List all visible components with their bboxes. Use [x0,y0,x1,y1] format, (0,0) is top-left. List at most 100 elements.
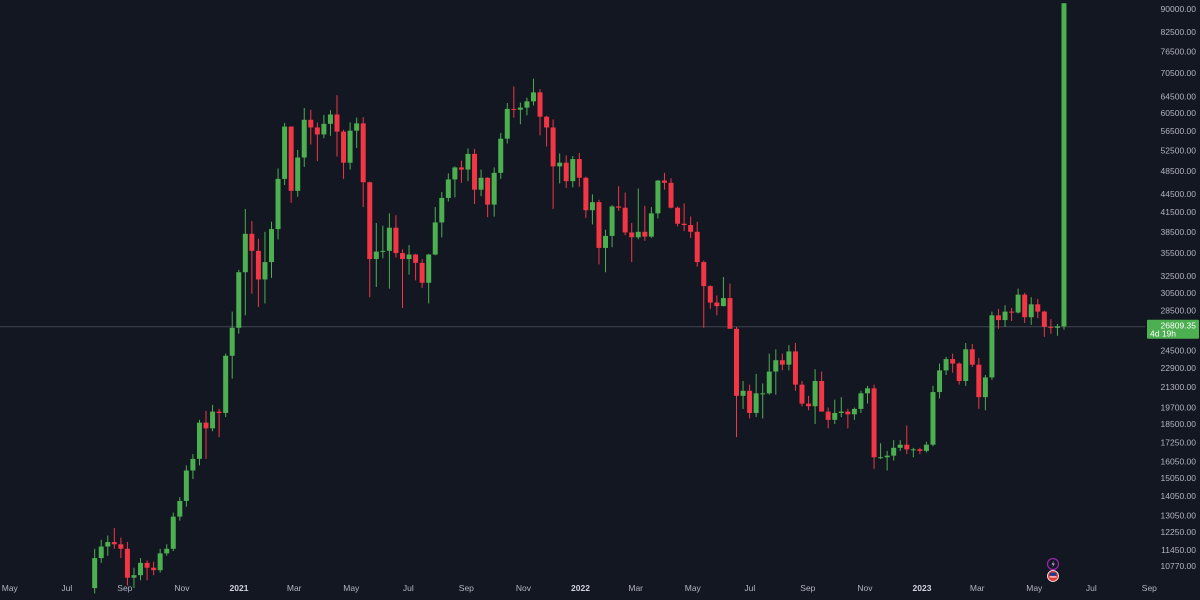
candle-body [432,222,438,255]
candle [950,353,956,373]
time-axis[interactable]: May Jul Sep Nov 2021 Mar May Jul Sep Nov 2022 Mar Ma… [2,583,1157,593]
candle [314,122,320,162]
candle [301,108,307,167]
candle [904,425,910,455]
candle-body [747,390,753,413]
last-price-tag-background [1147,319,1199,339]
price-axis-label: 24500.00 [1161,345,1197,355]
candle [511,86,517,118]
candle [360,117,366,208]
candle [740,380,746,409]
candle [334,95,340,157]
candle [727,283,733,329]
candle-body [937,370,943,393]
candle-body [386,227,392,251]
candle [196,419,202,466]
candle-body [707,286,713,303]
candle [864,385,870,404]
candle [124,542,130,586]
candle-body [465,153,471,170]
price-axis-label: 38500.00 [1161,227,1197,237]
candle [753,373,759,418]
candle-body [439,197,445,223]
candle [530,78,536,106]
candle-body [255,250,261,280]
candle-body [288,126,294,191]
price-axis-label: 10770.00 [1161,561,1197,571]
candle [504,102,510,144]
lightning-icon[interactable] [1046,557,1060,571]
candle-body [845,411,851,415]
candle-body [164,548,170,554]
candle [249,221,255,294]
candle [603,229,609,273]
candle [386,213,392,289]
candle-body [760,393,766,395]
candle-body [714,302,720,307]
candle [485,177,491,218]
candle [183,465,189,507]
candle-body [1022,294,1028,318]
candle [190,454,196,480]
price-axis-label: 16050.00 [1161,456,1197,466]
candle [642,205,648,241]
time-axis-month-label: Nov [516,583,532,593]
time-axis-month-label: Jul [61,583,72,593]
candle [694,221,700,267]
candle-body [478,177,484,190]
candle-body [445,179,451,198]
candle [282,122,288,186]
candle-body [426,254,432,283]
candle-body [399,253,405,260]
candle [616,186,622,211]
candle [858,390,864,413]
candle-body [308,119,314,128]
candle [308,109,314,145]
candle [655,180,661,219]
candle-body [373,251,379,260]
candle [969,344,975,367]
candle [910,447,916,458]
candle-body [511,108,517,110]
event-badges[interactable] [1046,557,1060,582]
candle [760,383,766,419]
candle-body [897,444,903,448]
candle-body [380,250,386,252]
candle [223,353,229,418]
candle [1048,319,1054,334]
price-axis[interactable]: 90000.00 82500.00 76500.00 70500.00 64500.00… [1161,4,1197,571]
candle [891,440,897,461]
candle-body [92,558,98,589]
price-axis-label: 17250.00 [1161,437,1197,447]
candle-body [779,360,785,365]
candle-body [544,116,550,128]
time-axis-month-label: Sep [800,583,815,593]
candle-body [242,233,248,273]
candle-body [1028,304,1034,318]
candle-body [668,182,674,208]
candle-body [347,130,353,163]
price-axis-label: 28500.00 [1161,306,1197,316]
candle-body [144,562,150,568]
candle [458,160,464,183]
price-axis-label: 11450.00 [1161,545,1196,555]
candle-body [832,412,838,420]
flag-icon[interactable] [1047,570,1059,582]
candle-body [799,384,805,404]
candle [786,345,792,371]
time-axis-year-label: 2022 [571,583,590,593]
price-axis-label: 82500.00 [1161,27,1197,37]
candle [871,384,877,469]
candle [956,362,962,385]
candle [930,385,936,447]
time-axis-month-label: Mar [628,583,643,593]
candle [406,245,412,275]
candle-body [825,411,831,420]
candle [766,353,772,395]
candle-body [976,364,982,398]
candle [989,311,995,380]
candle [1041,310,1047,337]
candle-body [786,351,792,365]
